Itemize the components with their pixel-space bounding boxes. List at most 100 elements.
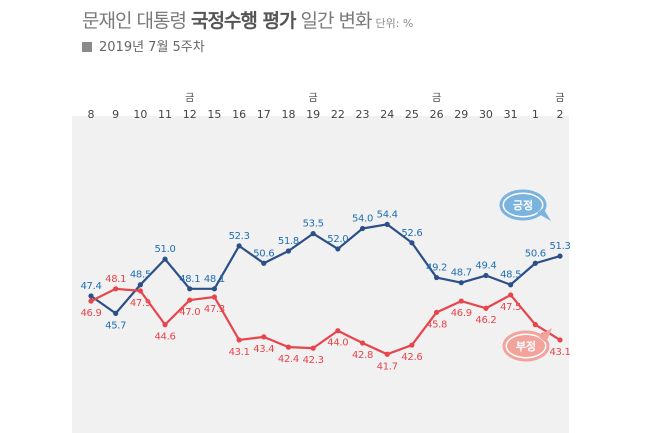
x-tick-label: 26 (430, 108, 444, 121)
data-label: 47.4 (80, 281, 101, 292)
data-point (335, 246, 341, 252)
x-tick-label: 29 (454, 108, 468, 121)
data-point (236, 337, 242, 343)
data-point (137, 282, 143, 288)
x-day-mark: 금 (432, 92, 441, 104)
data-label: 48.5 (130, 270, 151, 281)
title-part2: 일간 변화 (295, 10, 373, 32)
data-point (211, 294, 218, 300)
data-label: 49.4 (475, 261, 496, 272)
data-point (285, 248, 292, 254)
data-point (508, 292, 514, 298)
x-tick-label: 15 (207, 108, 221, 121)
data-point (261, 334, 267, 340)
data-label: 44.0 (327, 338, 348, 349)
subtitle-text: 2019년 7월 5주차 (99, 40, 205, 55)
data-point (310, 345, 316, 351)
data-label: 42.8 (352, 350, 373, 361)
data-label: 52.0 (327, 234, 348, 245)
data-point (433, 274, 440, 281)
data-point (261, 260, 267, 266)
data-point (162, 256, 168, 262)
x-tick-label: 19 (306, 108, 320, 121)
legend-negative-fill (507, 335, 545, 357)
legend-negative-tail (538, 328, 552, 343)
data-label: 41.7 (377, 361, 398, 372)
data-label: 46.9 (451, 308, 472, 319)
x-tick-label: 22 (331, 108, 345, 121)
data-label: 47.9 (130, 298, 151, 309)
data-label: 42.3 (303, 355, 324, 366)
data-point (458, 298, 464, 304)
data-point (285, 344, 292, 350)
unit-label: 단위: % (375, 17, 414, 30)
title-part1: 문재인 대통령 (82, 10, 191, 32)
data-label: 43.1 (229, 347, 250, 358)
data-label: 51.3 (549, 241, 570, 252)
x-tick-label: 23 (356, 108, 370, 121)
data-point (384, 221, 390, 227)
x-day-mark: 금 (309, 92, 318, 104)
x-tick-label: 12 (183, 108, 197, 121)
x-day-mark: 금 (185, 92, 194, 104)
data-label: 50.6 (253, 248, 274, 259)
data-label: 47.3 (204, 304, 225, 315)
data-label: 48.7 (451, 268, 472, 279)
data-point (557, 337, 563, 343)
data-label: 51.0 (155, 244, 176, 255)
data-label: 45.8 (426, 319, 447, 330)
data-label: 47.5 (500, 302, 521, 313)
x-tick-label: 1 (532, 108, 539, 121)
data-point (483, 305, 489, 311)
data-label: 43.1 (549, 347, 570, 358)
legend-negative-text: 부정 (516, 339, 536, 353)
data-point (137, 288, 143, 294)
x-tick-label: 9 (112, 108, 119, 121)
square-bullet-icon (82, 42, 92, 52)
data-point (359, 225, 366, 232)
data-point (483, 272, 489, 279)
x-tick-label: 17 (257, 108, 271, 121)
data-point (88, 293, 94, 299)
data-point (458, 280, 464, 286)
data-point (532, 322, 538, 328)
data-point (211, 286, 218, 292)
data-label: 51.8 (278, 236, 299, 247)
data-point (384, 351, 390, 357)
x-tick-label: 25 (405, 108, 419, 121)
data-label: 48.5 (500, 270, 521, 281)
data-point (409, 240, 415, 246)
data-label: 52.3 (229, 231, 250, 242)
chart-subtitle: 2019년 7월 5주차 (82, 36, 205, 55)
data-point (236, 243, 242, 249)
data-point (310, 230, 316, 237)
data-label: 54.0 (352, 213, 373, 224)
data-label: 54.4 (377, 209, 398, 220)
data-label: 53.5 (303, 219, 324, 230)
data-label: 50.6 (525, 248, 546, 259)
x-tick-label: 10 (133, 108, 147, 121)
data-point (508, 282, 514, 288)
data-label: 46.2 (475, 315, 496, 326)
x-tick-label: 30 (479, 108, 493, 121)
x-tick-label: 2 (557, 108, 564, 121)
data-label: 42.4 (278, 354, 299, 365)
data-label: 47.0 (179, 307, 200, 318)
x-day-mark: 금 (555, 92, 564, 104)
data-point (532, 260, 538, 266)
data-label: 48.1 (179, 274, 200, 285)
data-label: 42.6 (401, 352, 422, 363)
title-bold: 국정수행 평가 (190, 10, 296, 32)
x-tick-label: 31 (504, 108, 518, 121)
data-point (88, 298, 94, 304)
legend-positive-tail (537, 208, 551, 221)
chart-title: 문재인 대통령 국정수행 평가 일간 변화 단위: % (82, 6, 413, 33)
legend-positive-fill (504, 194, 542, 216)
data-point (187, 286, 193, 292)
data-label: 48.1 (105, 274, 126, 285)
x-tick-label: 8 (88, 108, 95, 121)
data-point (335, 328, 341, 334)
series-line-negative (90, 287, 561, 356)
data-point (162, 322, 168, 328)
